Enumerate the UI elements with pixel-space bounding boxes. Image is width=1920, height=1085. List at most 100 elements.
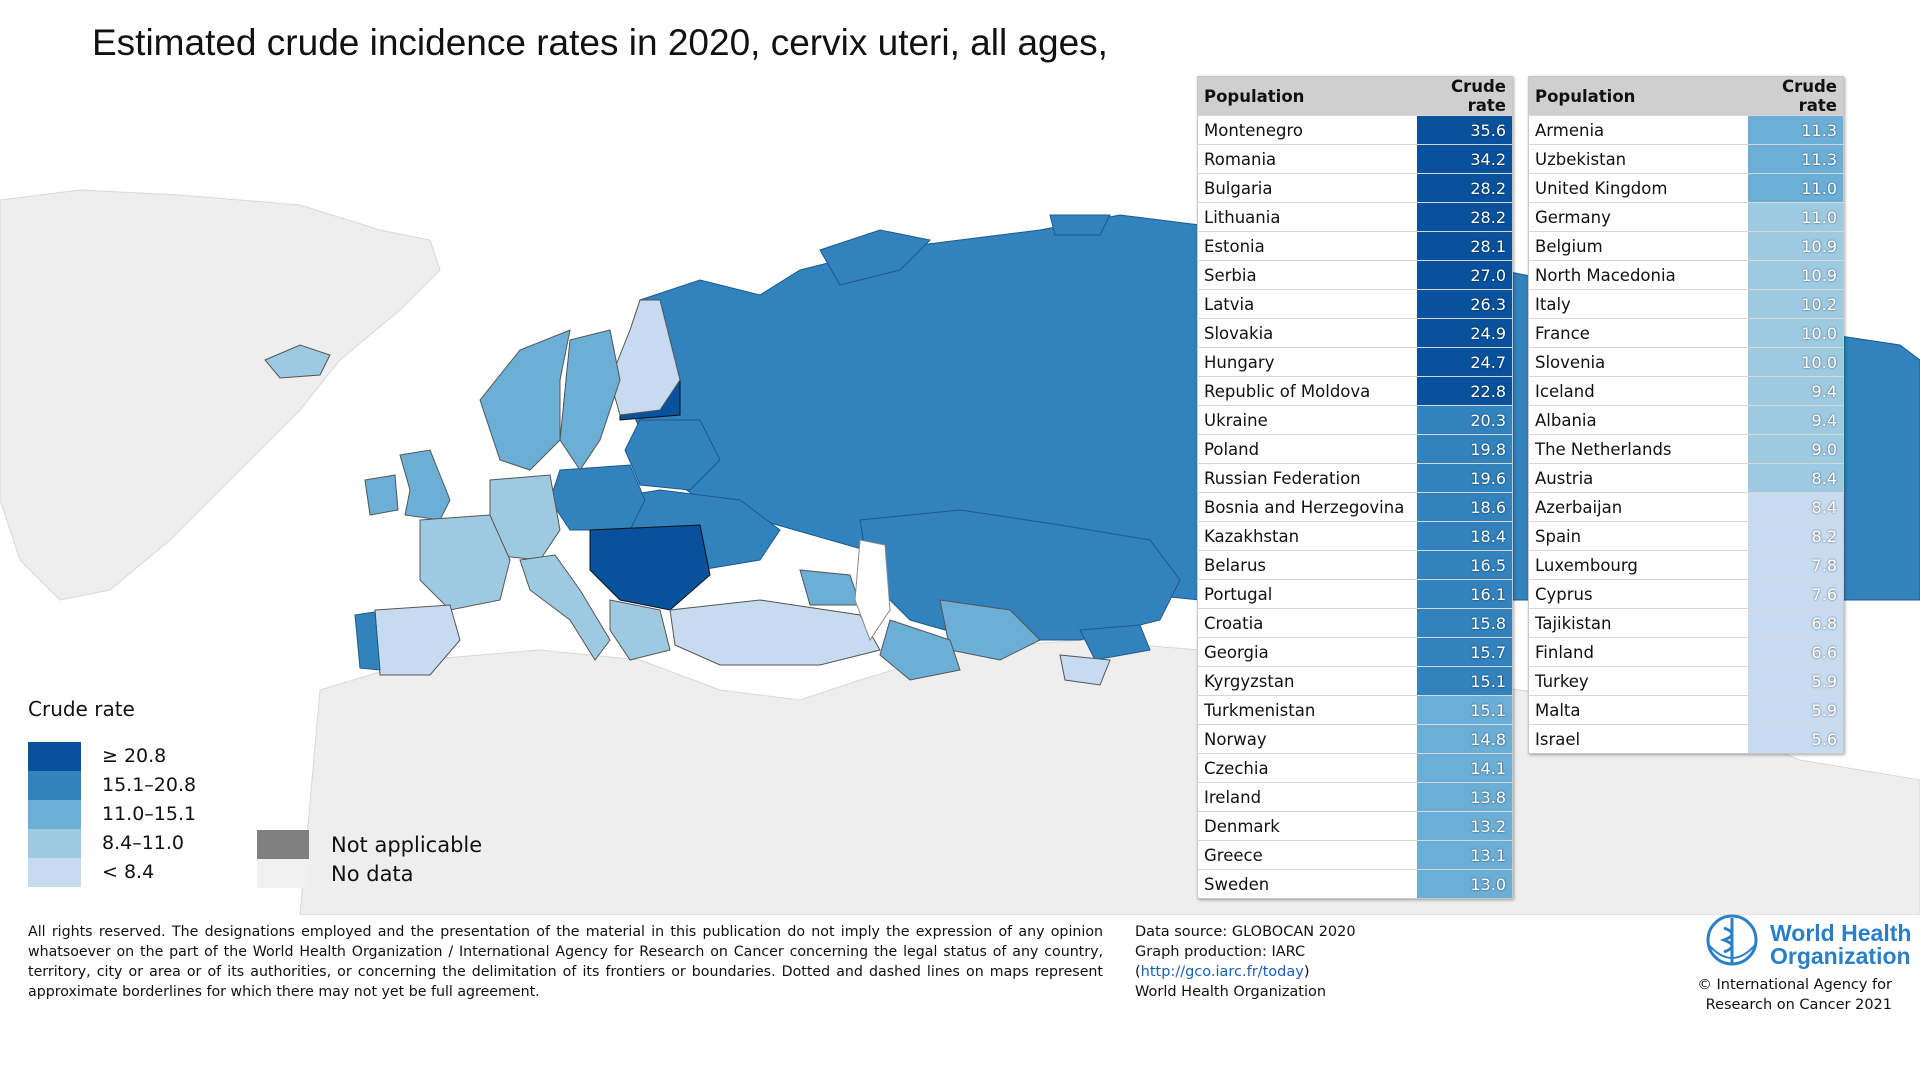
italy-region <box>519 554 611 661</box>
who-wordmark: World Health Organization <box>1770 922 1911 968</box>
who-emblem-icon <box>1706 914 1758 966</box>
country-name: Germany <box>1528 202 1748 232</box>
crude-rate-value: 35.6 <box>1416 115 1513 145</box>
crude-rate-value: 9.4 <box>1747 376 1844 406</box>
legend-swatch <box>28 771 81 800</box>
crude-rate-header: Crude rate <box>1416 76 1513 116</box>
uk-region <box>399 449 451 521</box>
country-name: Austria <box>1528 463 1748 493</box>
table-row: The Netherlands 9.0 <box>1528 434 1844 464</box>
country-name: Turkey <box>1528 666 1748 696</box>
table-row: Azerbaijan 8.4 <box>1528 492 1844 522</box>
population-header: Population <box>1197 76 1417 116</box>
iceland-region <box>264 344 331 379</box>
legend-title: Crude rate <box>28 697 135 721</box>
south-balkans-region <box>609 599 671 661</box>
table-row: Serbia 27.0 <box>1197 260 1513 290</box>
crude-rate-value: 15.1 <box>1416 666 1513 696</box>
turkmenistan-region <box>879 619 961 681</box>
caucasus-region <box>799 569 861 606</box>
crude-rate-value: 11.0 <box>1747 173 1844 203</box>
crude-rate-value: 27.0 <box>1416 260 1513 290</box>
crude-rate-value: 13.2 <box>1416 811 1513 841</box>
crude-rate-value: 9.0 <box>1747 434 1844 464</box>
data-source-block: Data source: GLOBOCAN 2020 Graph product… <box>1135 922 1356 1002</box>
population-header: Population <box>1528 76 1748 116</box>
legend-label-not-applicable: Not applicable <box>331 833 483 857</box>
crude-rate-value: 6.8 <box>1747 608 1844 638</box>
crude-rate-value: 19.6 <box>1416 463 1513 493</box>
crude-rate-value: 28.1 <box>1416 231 1513 261</box>
table-row: Croatia 15.8 <box>1197 608 1513 638</box>
country-name: Ukraine <box>1197 405 1417 435</box>
organization-line: World Health Organization <box>1135 984 1327 1000</box>
gco-link[interactable]: http://gco.iarc.fr/today <box>1140 964 1304 980</box>
rate-table-left: Population Crude rate Montenegro 35.6 Roma… <box>1197 76 1513 899</box>
crude-rate-value: 13.0 <box>1416 869 1513 899</box>
country-name: Montenegro <box>1197 115 1417 145</box>
crude-rate-value: 28.2 <box>1416 202 1513 232</box>
crude-rate-value: 18.4 <box>1416 521 1513 551</box>
crude-rate-header: Crude rate <box>1747 76 1844 116</box>
crude-rate-value: 16.5 <box>1416 550 1513 580</box>
turkey-region <box>669 599 881 666</box>
crude-rate-value: 14.8 <box>1416 724 1513 754</box>
table-row: Kazakhstan 18.4 <box>1197 521 1513 551</box>
disclaimer-text: All rights reserved. The designations em… <box>28 924 1103 1000</box>
portugal-region <box>354 611 381 671</box>
country-name: Albania <box>1528 405 1748 435</box>
table-row: Hungary 24.7 <box>1197 347 1513 377</box>
country-name: Armenia <box>1528 115 1748 145</box>
crude-rate-value: 22.8 <box>1416 376 1513 406</box>
who-line-1: World Health <box>1770 920 1912 946</box>
country-name: Bosnia and Herzegovina <box>1197 492 1417 522</box>
table-row: Turkmenistan 15.1 <box>1197 695 1513 725</box>
crude-rate-value: 7.8 <box>1747 550 1844 580</box>
crude-rate-value: 13.1 <box>1416 840 1513 870</box>
country-name: Greece <box>1197 840 1417 870</box>
country-name: Georgia <box>1197 637 1417 667</box>
table-row: Latvia 26.3 <box>1197 289 1513 319</box>
crude-rate-value: 6.6 <box>1747 637 1844 667</box>
table-row: Bulgaria 28.2 <box>1197 173 1513 203</box>
crude-rate-value: 9.4 <box>1747 405 1844 435</box>
crude-rate-value: 10.0 <box>1747 318 1844 348</box>
country-name: Republic of Moldova <box>1197 376 1417 406</box>
country-name: Croatia <box>1197 608 1417 638</box>
iarc-copyright: © International Agency for Research on C… <box>1697 975 1892 1015</box>
crude-rate-value: 24.7 <box>1416 347 1513 377</box>
crude-rate-value: 34.2 <box>1416 144 1513 174</box>
country-name: Malta <box>1528 695 1748 725</box>
table-row: Denmark 13.2 <box>1197 811 1513 841</box>
crude-rate-value: 15.7 <box>1416 637 1513 667</box>
crude-rate-value: 26.3 <box>1416 289 1513 319</box>
copyright-line-2: Research on Cancer 2021 <box>1705 997 1892 1013</box>
country-name: Turkmenistan <box>1197 695 1417 725</box>
table-row: Turkey 5.9 <box>1528 666 1844 696</box>
russia-island-northeast <box>1049 214 1111 236</box>
country-name: Bulgaria <box>1197 173 1417 203</box>
crude-rate-value: 10.9 <box>1747 260 1844 290</box>
crude-rate-value: 7.6 <box>1747 579 1844 609</box>
sweden-region <box>559 329 621 471</box>
table-row: Austria 8.4 <box>1528 463 1844 493</box>
copyright-line-1: © International Agency for <box>1697 977 1892 993</box>
graph-production-line: Graph production: IARC <box>1135 944 1306 960</box>
table-row: Lithuania 28.2 <box>1197 202 1513 232</box>
who-line-2: Organization <box>1770 943 1911 969</box>
table-row: Slovakia 24.9 <box>1197 318 1513 348</box>
country-name: Belarus <box>1197 550 1417 580</box>
table-row: Estonia 28.1 <box>1197 231 1513 261</box>
crude-rate-value: 28.2 <box>1416 173 1513 203</box>
country-name: Slovenia <box>1528 347 1748 377</box>
crude-rate-value: 5.6 <box>1747 724 1844 754</box>
central-balkans-region <box>589 524 711 611</box>
table-row: Armenia 11.3 <box>1528 115 1844 145</box>
table-row: Ireland 13.8 <box>1197 782 1513 812</box>
country-name: Portugal <box>1197 579 1417 609</box>
table-row: Iceland 9.4 <box>1528 376 1844 406</box>
table-row: Sweden 13.0 <box>1197 869 1513 899</box>
table-row: Romania 34.2 <box>1197 144 1513 174</box>
table-row: Portugal 16.1 <box>1197 579 1513 609</box>
legend-swatch <box>28 800 81 829</box>
